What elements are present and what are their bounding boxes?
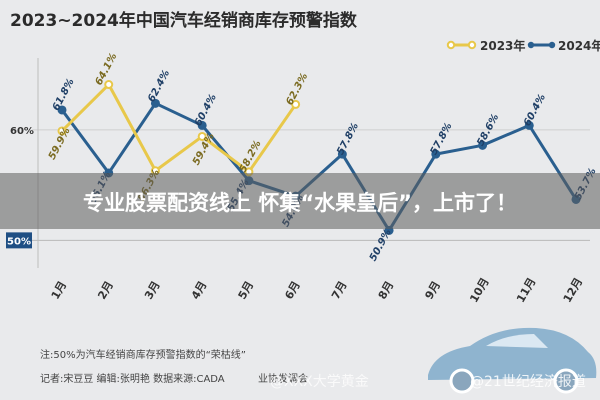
series-line-2023年	[60, 83, 297, 174]
x-tick-label: 11月	[514, 276, 538, 305]
data-point	[57, 126, 67, 136]
overlay-banner-bg	[0, 173, 600, 229]
data-label: 62.4%	[146, 68, 172, 104]
car-window	[486, 334, 548, 348]
note-credits-tail: 业协发调会	[258, 372, 308, 385]
data-point	[431, 149, 441, 159]
car-illustration	[428, 327, 597, 394]
legend-item-2023: 2023年	[446, 38, 525, 53]
x-axis: 1月 2月 3月 4月 5月 6月 7月 8月 9月 10月 11月 12月	[49, 276, 586, 305]
data-label: 59.9%	[47, 126, 73, 162]
y-axis: 60% 50%	[6, 126, 34, 249]
legend-label-2023: 2023年	[480, 38, 525, 53]
data-point	[197, 120, 207, 130]
x-tick-label: 4月	[189, 279, 210, 302]
data-point	[291, 99, 301, 109]
overlay-banner: 专业股票配资线上 怀集“水果皇后”，上市了！	[0, 173, 600, 229]
overlay-banner-text: 专业股票配资线上 怀集“水果皇后”，上市了！	[83, 191, 517, 215]
x-tick-label: 5月	[236, 279, 257, 302]
car-body	[428, 327, 597, 380]
watermark-1: @XXX大学黄金	[270, 373, 369, 390]
x-tick-label: 8月	[376, 279, 397, 302]
y-tick-threshold-badge	[6, 232, 32, 249]
note-credits: 记者:宋豆豆 编辑:张明艳 数据来源:CADA	[40, 372, 225, 385]
data-point	[57, 105, 67, 115]
data-label: 50.9%	[368, 227, 394, 263]
legend-item-2024: 2024年	[527, 38, 600, 53]
x-tick-label: 7月	[329, 279, 350, 302]
data-point	[524, 120, 534, 130]
data-point	[337, 149, 347, 159]
car-wheel-rear	[553, 368, 579, 394]
legend-marker-2024	[527, 41, 535, 49]
x-tick-label: 12月	[561, 276, 585, 305]
data-label: 60.4%	[522, 92, 548, 128]
data-point	[104, 80, 114, 90]
chart-title: 2023~2024年中国汽车经销商库存预警指数	[10, 10, 358, 31]
legend-label-2024: 2024年	[558, 38, 600, 53]
x-tick-label: 6月	[282, 279, 303, 302]
data-labels: 61.8%56.1%62.4%60.4%55.4%54.0%57.8%50.9%…	[47, 51, 599, 263]
grid	[32, 58, 590, 268]
car-wheel-front	[449, 368, 475, 394]
data-label: 59.4%	[191, 131, 217, 167]
legend-marker-2023	[446, 40, 456, 50]
x-tick-label: 9月	[422, 279, 443, 302]
data-point	[478, 140, 488, 150]
note-threshold: 注:50%为汽车经销商库存预警指数的“荣枯线”	[40, 348, 246, 361]
legend: 2023年 2024年	[446, 38, 600, 53]
x-tick-label: 2月	[95, 279, 116, 302]
y-tick-label: 60%	[10, 126, 34, 137]
data-point	[150, 98, 160, 108]
data-label: 57.8%	[335, 121, 361, 157]
watermark-2: @21世纪经济报道	[470, 374, 586, 390]
x-tick-label: 3月	[142, 279, 163, 302]
data-label: 60.4%	[193, 92, 219, 128]
legend-marker-2023b	[467, 40, 477, 50]
legend-marker-2024b	[548, 41, 556, 49]
y-tick-label: 50%	[7, 236, 31, 247]
x-tick-label: 10月	[467, 276, 491, 305]
data-point	[197, 131, 207, 141]
x-tick-label: 1月	[49, 279, 70, 302]
